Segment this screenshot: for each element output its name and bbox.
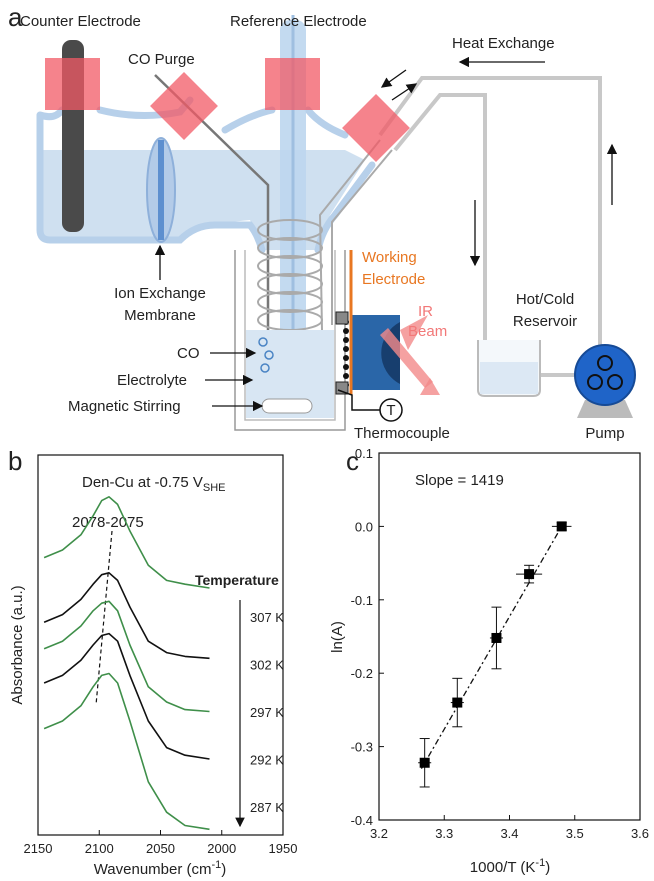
diagram-label: Counter Electrode (20, 13, 141, 30)
spectrum-line (44, 497, 209, 588)
legend-title: Temperature (195, 572, 279, 588)
diagram-label: Reservoir (513, 313, 577, 330)
x-axis-label: Wavenumber (cm-1) (94, 859, 227, 878)
diagram-label: IR (418, 303, 433, 320)
legend-label: 302 K (250, 658, 284, 673)
x-tick-label: 2150 (24, 841, 53, 856)
chart-title: Den-Cu at -0.75 VSHE (82, 474, 226, 494)
y-axis-label: Absorbance (a.u.) (9, 585, 26, 704)
data-point (420, 758, 430, 768)
data-point (452, 698, 462, 708)
apparatus (40, 15, 635, 430)
y-tick-label: -0.4 (351, 813, 373, 828)
annotation: 2078-2075 (72, 514, 144, 531)
x-tick-label: 2050 (146, 841, 175, 856)
y-tick-label: -0.3 (351, 740, 373, 755)
fit-line (421, 526, 561, 768)
y-axis-label: ln(A) (329, 621, 346, 653)
x-tick-label: 3.2 (370, 826, 388, 841)
diagram-label: Beam (408, 323, 447, 340)
diagram-label: Thermocouple (354, 425, 450, 442)
diagram-label: Heat Exchange (452, 35, 555, 52)
figure: a b c (0, 0, 654, 881)
spectrum-line (44, 573, 209, 659)
legend-label: 292 K (250, 753, 284, 768)
diagram-label: Membrane (124, 307, 196, 324)
diagram-label: Electrode (362, 271, 425, 288)
diagram-label: CO (177, 345, 200, 362)
y-tick-label: 0.1 (355, 446, 373, 461)
diagram-label: Pump (585, 425, 624, 442)
diagram-label: Hot/Cold (516, 291, 574, 308)
x-axis-label: 1000/T (K-1) (470, 857, 550, 876)
diagram-label: Working (362, 249, 417, 266)
diagram-label: Electrolyte (117, 372, 187, 389)
plot-frame (38, 455, 283, 835)
x-tick-label: 2000 (207, 841, 236, 856)
x-tick-label: 3.3 (435, 826, 453, 841)
diagram-label: Magnetic Stirring (68, 398, 181, 415)
data-point (557, 521, 567, 531)
spectrum-line (44, 674, 209, 830)
x-tick-label: 3.6 (631, 826, 649, 841)
y-tick-label: -0.2 (351, 666, 373, 681)
x-tick-label: 3.4 (500, 826, 518, 841)
y-tick-label: -0.1 (351, 593, 373, 608)
x-tick-label: 3.5 (566, 826, 584, 841)
diagram-label: T (386, 402, 395, 419)
diagram-label: Reference Electrode (230, 13, 367, 30)
panel-label: b (8, 446, 22, 476)
x-tick-label: 2100 (85, 841, 114, 856)
legend-label: 287 K (250, 800, 284, 815)
plot-frame (379, 453, 640, 820)
annotation: Slope = 1419 (415, 472, 504, 489)
data-point (524, 569, 534, 579)
data-point (491, 633, 501, 643)
legend-label: 307 K (250, 610, 284, 625)
diagram-label: CO Purge (128, 51, 195, 68)
legend-label: 297 K (250, 705, 284, 720)
diagram-label: Ion Exchange (114, 285, 206, 302)
y-tick-label: 0.0 (355, 519, 373, 534)
x-tick-label: 1950 (269, 841, 298, 856)
spectrum-line (44, 634, 209, 759)
